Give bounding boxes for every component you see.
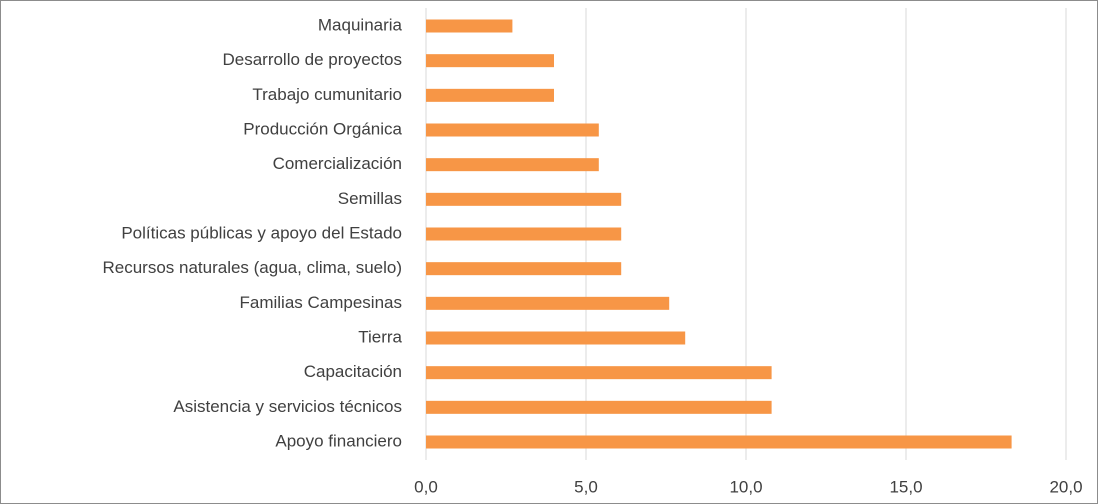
bar [426,366,772,380]
y-tick-label: Trabajo cumunitario [252,85,402,104]
y-tick-label: Recursos naturales (agua, clima, suelo) [102,258,402,277]
bar [426,88,554,102]
y-tick-label: Desarrollo de proyectos [222,50,402,69]
y-tick-label: Apoyo financiero [275,431,402,450]
y-tick-label: Tierra [358,327,402,346]
bar [426,19,513,33]
bar [426,262,622,276]
y-tick-label: Familias Campesinas [240,293,403,312]
bar [426,400,772,414]
y-tick-label: Producción Orgánica [243,119,402,138]
y-tick-label: Comercialización [273,154,402,173]
bar [426,296,670,310]
y-tick-label: Asistencia y servicios técnicos [173,397,402,416]
y-tick-label: Maquinaria [318,15,403,34]
bar [426,123,599,137]
bar [426,54,554,68]
bar [426,331,686,345]
x-tick-label: 20,0 [1049,477,1082,496]
x-tick-label: 15,0 [889,477,922,496]
x-tick-label: 10,0 [729,477,762,496]
y-tick-label: Políticas públicas y apoyo del Estado [121,223,402,242]
bar [426,227,622,241]
x-tick-label: 0,0 [414,477,438,496]
bar [426,192,622,206]
y-tick-label: Semillas [338,189,402,208]
bar [426,435,1012,449]
y-tick-label: Capacitación [304,362,402,381]
x-tick-label: 5,0 [574,477,598,496]
bar [426,158,599,172]
